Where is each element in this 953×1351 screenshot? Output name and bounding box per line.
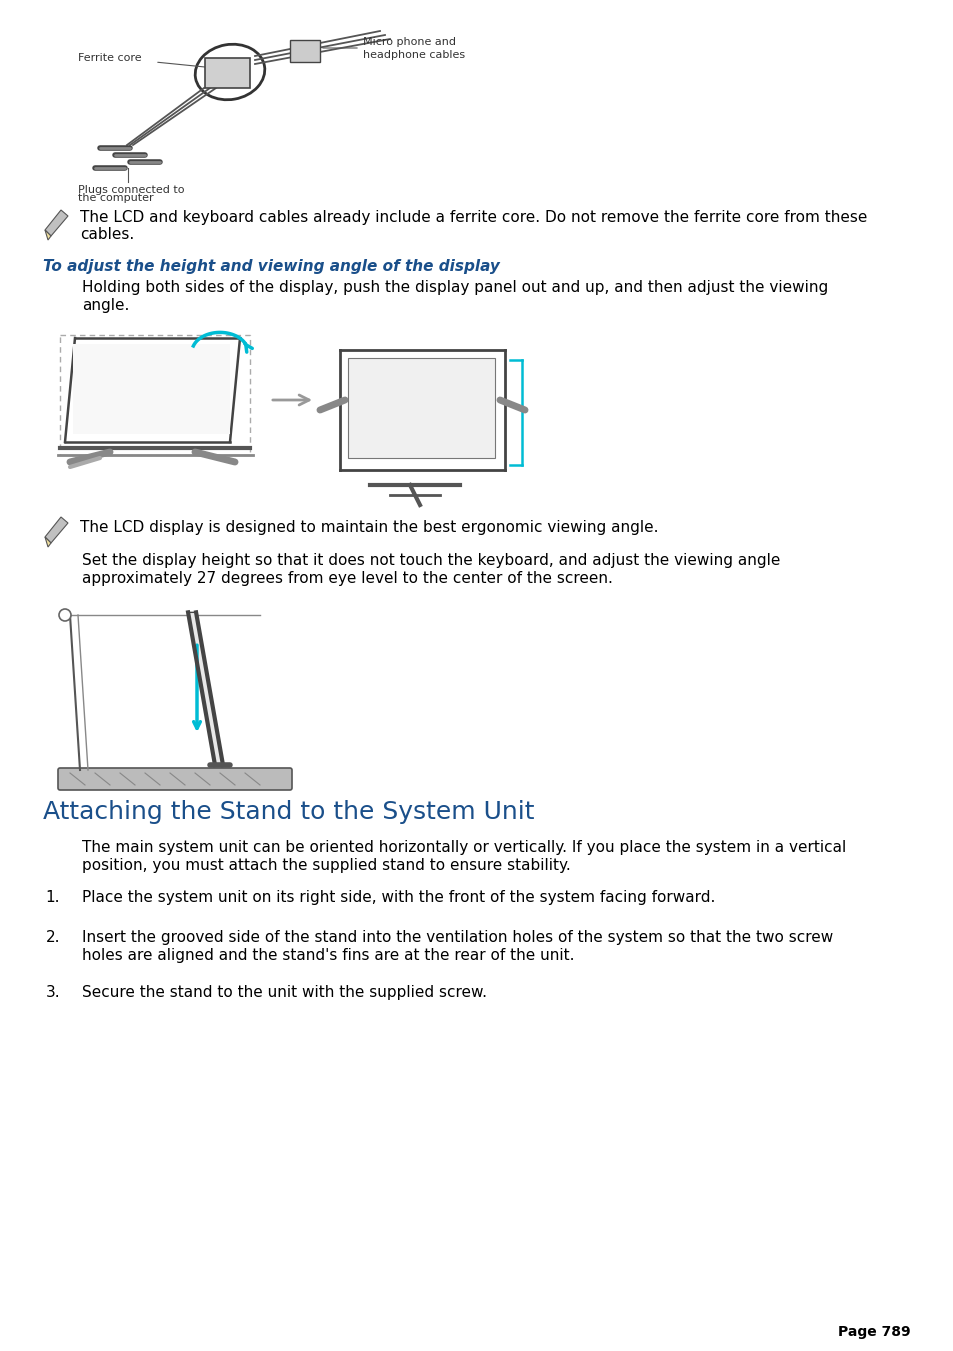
Text: Ferrite core: Ferrite core bbox=[78, 53, 141, 63]
Polygon shape bbox=[45, 517, 68, 543]
Text: approximately 27 degrees from eye level to the center of the screen.: approximately 27 degrees from eye level … bbox=[82, 571, 612, 586]
Text: Plugs connected to: Plugs connected to bbox=[78, 185, 184, 195]
Text: angle.: angle. bbox=[82, 299, 130, 313]
Text: cables.: cables. bbox=[80, 227, 134, 242]
Text: the computer: the computer bbox=[78, 193, 153, 203]
Text: Set the display height so that it does not touch the keyboard, and adjust the vi: Set the display height so that it does n… bbox=[82, 553, 780, 567]
Text: To adjust the height and viewing angle of the display: To adjust the height and viewing angle o… bbox=[43, 259, 499, 274]
Text: Micro phone and: Micro phone and bbox=[363, 36, 456, 47]
Circle shape bbox=[59, 609, 71, 621]
Polygon shape bbox=[45, 209, 68, 236]
Text: 3.: 3. bbox=[46, 985, 60, 1000]
Text: position, you must attach the supplied stand to ensure stability.: position, you must attach the supplied s… bbox=[82, 858, 570, 873]
Text: Page 789: Page 789 bbox=[838, 1325, 910, 1339]
FancyBboxPatch shape bbox=[73, 345, 230, 434]
Text: Insert the grooved side of the stand into the ventilation holes of the system so: Insert the grooved side of the stand int… bbox=[82, 929, 832, 944]
Text: headphone cables: headphone cables bbox=[363, 50, 465, 59]
Text: holes are aligned and the stand's fins are at the rear of the unit.: holes are aligned and the stand's fins a… bbox=[82, 948, 574, 963]
Polygon shape bbox=[188, 612, 223, 765]
Text: The main system unit can be oriented horizontally or vertically. If you place th: The main system unit can be oriented hor… bbox=[82, 840, 845, 855]
Polygon shape bbox=[45, 536, 51, 547]
FancyBboxPatch shape bbox=[290, 41, 319, 62]
Text: Holding both sides of the display, push the display panel out and up, and then a: Holding both sides of the display, push … bbox=[82, 280, 827, 295]
Text: Secure the stand to the unit with the supplied screw.: Secure the stand to the unit with the su… bbox=[82, 985, 486, 1000]
Text: Place the system unit on its right side, with the front of the system facing for: Place the system unit on its right side,… bbox=[82, 890, 715, 905]
FancyBboxPatch shape bbox=[205, 58, 250, 88]
Text: 2.: 2. bbox=[46, 929, 60, 944]
Text: The LCD display is designed to maintain the best ergonomic viewing angle.: The LCD display is designed to maintain … bbox=[80, 520, 658, 535]
Text: The LCD and keyboard cables already include a ferrite core. Do not remove the fe: The LCD and keyboard cables already incl… bbox=[80, 209, 866, 226]
Text: 1.: 1. bbox=[46, 890, 60, 905]
FancyBboxPatch shape bbox=[58, 767, 292, 790]
Text: Attaching the Stand to the System Unit: Attaching the Stand to the System Unit bbox=[43, 800, 534, 824]
Polygon shape bbox=[45, 230, 51, 240]
FancyBboxPatch shape bbox=[348, 358, 495, 458]
